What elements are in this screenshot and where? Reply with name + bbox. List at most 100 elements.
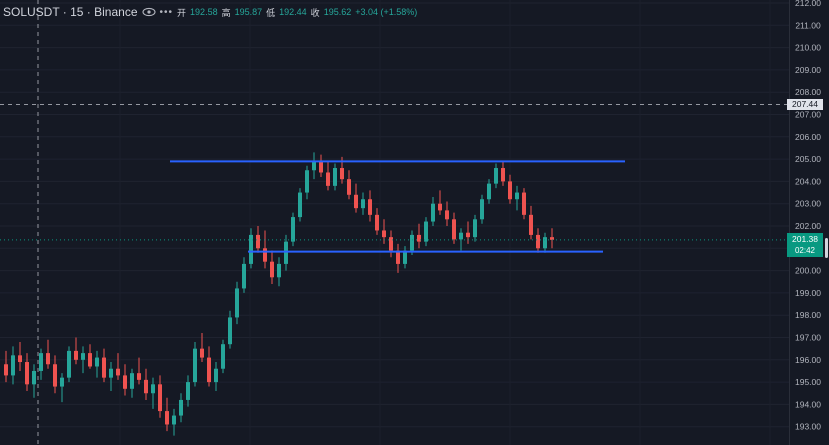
more-dots-icon[interactable]: ••• (159, 6, 174, 18)
candle-body (473, 219, 477, 238)
price-tick-label: 199.00 (795, 288, 821, 298)
candle-body (263, 248, 267, 262)
candle-body (88, 353, 92, 367)
close-label: 收 (310, 7, 320, 18)
candle-body (529, 214, 533, 235)
candle-body (137, 373, 141, 380)
candle-body (333, 168, 337, 186)
trendlines (0, 160, 789, 253)
candle-body (375, 214, 379, 231)
candle-body (186, 382, 190, 400)
candle-body (382, 230, 386, 238)
candle-body (438, 203, 442, 211)
candle-body (151, 384, 155, 394)
candle-body (81, 353, 85, 360)
crosshair-price-tag: 207.44 (787, 99, 823, 110)
candle-body (445, 210, 449, 220)
candle-body (39, 353, 43, 371)
candle-body (361, 199, 365, 209)
price-scale-handle[interactable] (825, 238, 828, 258)
candle-body (165, 411, 169, 425)
candle-body (200, 348, 204, 358)
price-tick-label: 202.00 (795, 221, 821, 231)
open-label: 开 (177, 7, 187, 18)
price-tick-label: 200.00 (795, 266, 821, 276)
candle-body (403, 250, 407, 264)
candle-body (179, 399, 183, 416)
candle-body (326, 172, 330, 186)
candle-body (207, 357, 211, 383)
price-tick-label: 208.00 (795, 87, 821, 97)
candle-body (130, 373, 134, 389)
candle-body (172, 415, 176, 425)
candle-body (242, 263, 246, 289)
open-value: 192.58 (190, 7, 218, 17)
price-tick-label: 193.00 (795, 422, 821, 432)
change-value: +3.04 (+1.58%) (355, 7, 418, 17)
candle-body (4, 364, 8, 376)
candle-body (102, 357, 106, 378)
price-tick-label: 204.00 (795, 176, 821, 186)
candle-body (74, 350, 78, 360)
candle-body (25, 362, 29, 385)
candle-body (228, 317, 232, 345)
price-axis-ticks: 212.00 211.00 210.00 209.00 208.00 207.00 206.… (795, 0, 821, 432)
candle-body (270, 261, 274, 278)
candle-body (424, 221, 428, 242)
candle-body (396, 250, 400, 264)
candle-body (536, 234, 540, 249)
grid-lines (0, 2, 789, 428)
candle-body (60, 377, 64, 387)
price-tick-label: 206.00 (795, 132, 821, 142)
candle-body (158, 384, 162, 412)
candle-body (249, 234, 253, 264)
high-label: 高 (221, 7, 231, 18)
candle-body (368, 199, 372, 215)
candle-body (319, 161, 323, 173)
price-tick-label: 195.00 (795, 377, 821, 387)
candle-body (340, 168, 344, 180)
candle-body (298, 192, 302, 218)
price-tick-label: 211.00 (795, 20, 821, 30)
price-tick-label: 210.00 (795, 43, 821, 53)
candle-body (305, 170, 309, 193)
candles (4, 152, 554, 436)
candle-body (193, 348, 197, 383)
candle-body (354, 194, 358, 209)
candle-body (221, 344, 225, 369)
price-tick-label: 198.00 (795, 310, 821, 320)
candle-body (459, 232, 463, 240)
last-price-tag: 201.38 02:42 (787, 233, 823, 257)
symbol-title[interactable]: SOLUSDT · 15 · Binance (3, 5, 138, 19)
candle-body (67, 350, 71, 378)
bar-countdown: 02:42 (794, 246, 816, 255)
candle-body (277, 263, 281, 278)
candle-body (487, 183, 491, 200)
candle-body (508, 181, 512, 200)
price-tick-label: 209.00 (795, 65, 821, 75)
candle-body (480, 199, 484, 220)
price-tick-label: 207.00 (795, 110, 821, 120)
high-value: 195.87 (234, 7, 263, 17)
candle-body (543, 237, 547, 249)
candle-body (53, 364, 57, 387)
low-label: 低 (266, 7, 276, 18)
symbol-legend: SOLUSDT · 15 · Binance ••• 开 192.58 高 195.… (3, 4, 417, 20)
candle-body (235, 288, 239, 318)
eye-icon[interactable] (141, 7, 156, 17)
candle-body (256, 234, 260, 249)
candle-body (109, 368, 113, 378)
price-tick-label: 196.00 (795, 355, 821, 365)
close-value: 195.62 (323, 7, 352, 17)
candle-body (144, 379, 148, 394)
candle-body (214, 368, 218, 383)
candle-body (18, 355, 22, 363)
price-tick-label: 194.00 (795, 399, 821, 409)
candle-body (312, 161, 316, 171)
candle-body (550, 237, 554, 240)
candle-body (494, 168, 498, 184)
candle-body (452, 219, 456, 240)
candle-body (291, 217, 295, 242)
